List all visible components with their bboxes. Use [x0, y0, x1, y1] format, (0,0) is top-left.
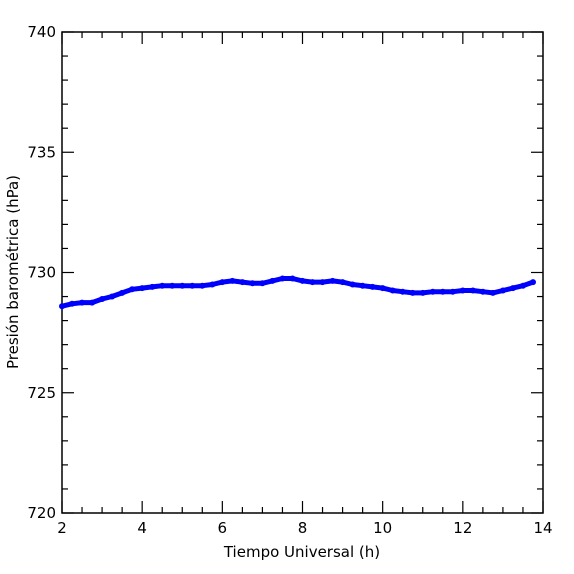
y-tick-label: 735: [27, 143, 56, 161]
y-tick-label: 725: [27, 384, 56, 402]
data-point: [249, 280, 256, 287]
data-point: [99, 296, 106, 302]
data-point: [439, 288, 446, 295]
data-point: [259, 280, 266, 287]
x-tick-label: 2: [57, 519, 67, 537]
data-point: [369, 283, 376, 290]
x-tick-label: 14: [533, 519, 552, 537]
plot-frame: [61, 31, 544, 514]
data-point: [329, 277, 336, 284]
x-tick-label: 4: [137, 519, 147, 537]
data-point: [339, 279, 346, 286]
data-point: [429, 288, 436, 295]
data-point: [530, 279, 536, 286]
data-point: [499, 287, 506, 294]
data-point: [359, 282, 366, 289]
data-point: [119, 289, 126, 296]
data-point: [219, 279, 226, 286]
data-point: [469, 287, 476, 294]
data-point: [59, 303, 65, 310]
data-point: [69, 300, 75, 307]
data-point: [520, 282, 526, 289]
x-tick-label: 8: [298, 519, 308, 537]
data-point: [239, 279, 246, 286]
data-point: [159, 282, 166, 289]
data-point: [279, 275, 286, 282]
data-point: [379, 285, 386, 292]
data-point: [489, 289, 496, 296]
axis-ticks: [61, 31, 544, 514]
data-point: [399, 288, 406, 295]
y-tick-label: 720: [27, 504, 56, 522]
x-axis-title: Tiempo Universal (h): [223, 543, 380, 561]
data-point: [189, 282, 196, 289]
data-point: [449, 288, 456, 295]
x-tick-label: 10: [373, 519, 392, 537]
data-point: [459, 287, 466, 294]
data-point: [349, 281, 356, 288]
y-axis-title: Presión barométrica (hPa): [4, 175, 22, 369]
data-point: [319, 279, 326, 286]
data-point: [109, 293, 116, 300]
data-point: [89, 299, 96, 306]
x-tick-label: 12: [453, 519, 472, 537]
data-point: [289, 275, 296, 282]
data-point: [139, 285, 146, 292]
data-point: [409, 289, 416, 296]
y-tick-labels: 720 725 730 735 740: [27, 23, 56, 522]
data-point: [79, 299, 85, 306]
data-point: [269, 277, 276, 284]
data-point: [209, 281, 216, 288]
data-point: [169, 282, 176, 289]
data-point: [299, 277, 306, 284]
data-point: [149, 283, 156, 290]
data-point: [179, 282, 186, 289]
y-tick-label: 740: [27, 23, 56, 41]
data-point: [419, 289, 426, 296]
data-point: [479, 288, 486, 295]
y-tick-label: 730: [27, 264, 56, 282]
x-tick-label: 6: [218, 519, 228, 537]
series-layer: [59, 275, 536, 310]
data-point: [389, 287, 396, 294]
x-tick-labels: 2 4 6 8 10 12 14: [57, 519, 552, 537]
data-point: [509, 285, 516, 292]
data-point: [199, 282, 206, 289]
data-point: [309, 279, 316, 286]
data-point: [229, 277, 236, 284]
data-point: [129, 286, 136, 293]
